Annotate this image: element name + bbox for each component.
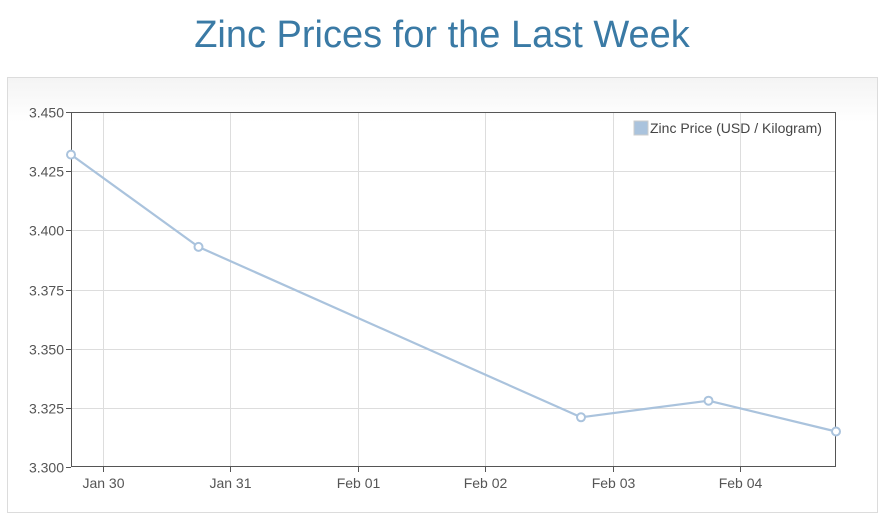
y-tick-label: 3.350 (29, 342, 64, 358)
x-tick-label: Feb 01 (337, 475, 381, 491)
x-tick-label: Feb 03 (592, 475, 636, 491)
y-tick-label: 3.375 (29, 283, 64, 299)
series (66, 149, 841, 437)
x-tick-label: Feb 02 (464, 475, 508, 491)
x-tick-label: Jan 30 (82, 475, 124, 491)
data-point[interactable] (831, 426, 841, 437)
data-point[interactable] (576, 412, 586, 423)
legend-label: Zinc Price (USD / Kilogram) (650, 120, 822, 136)
legend[interactable]: Zinc Price (USD / Kilogram) (633, 120, 822, 136)
y-tick-label: 3.425 (29, 164, 64, 180)
data-point[interactable] (703, 395, 714, 406)
x-tick-label: Feb 04 (719, 475, 763, 491)
page-title: Zinc Prices for the Last Week (194, 14, 690, 56)
y-tick-label: 3.450 (29, 105, 64, 121)
chart-panel (7, 77, 878, 513)
legend-swatch (633, 120, 649, 136)
y-axis: 3.300 3.325 3.350 3.375 3.400 3.425 3.450 (29, 105, 71, 476)
x-tick-label: Jan 31 (209, 475, 251, 491)
x-axis: Jan 30 Jan 31 Feb 01 Feb 02 Feb 03 Feb 04 (82, 467, 763, 491)
series-line (69, 153, 838, 433)
data-point[interactable] (66, 149, 76, 160)
data-point[interactable] (193, 241, 204, 252)
y-tick-label: 3.300 (29, 460, 64, 476)
plot-area-frame (71, 112, 836, 467)
grid (71, 112, 836, 467)
y-tick-label: 3.400 (29, 223, 64, 239)
y-tick-label: 3.325 (29, 401, 64, 417)
